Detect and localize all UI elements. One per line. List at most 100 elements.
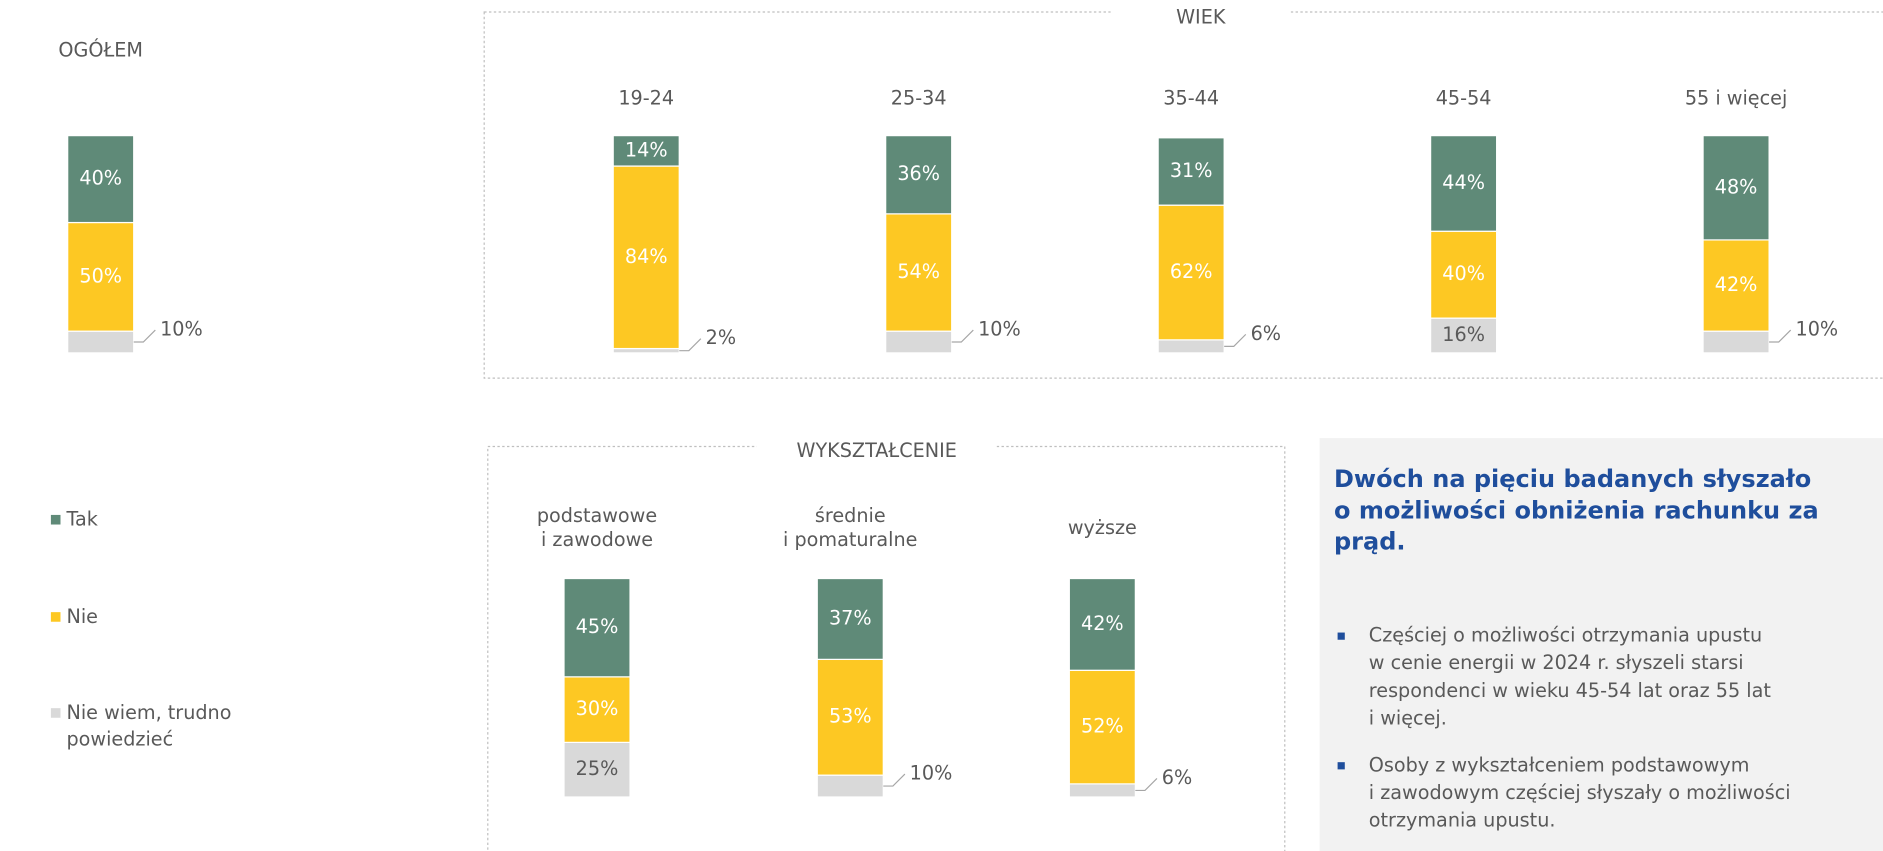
heading-line: Dwóch na pięciu badanych słyszało	[1334, 465, 1811, 493]
bullet-line: respondenci w wieku 45-54 lat oraz 55 la…	[1369, 679, 1772, 702]
bar-segment	[1068, 577, 1136, 671]
text-line: 25-34	[891, 86, 947, 109]
data-label: 2%	[706, 326, 736, 349]
bar-segment	[563, 577, 631, 678]
legend-swatch	[50, 514, 61, 525]
bar-segment	[1430, 230, 1498, 319]
chart-title: WYKSZTAŁCENIE	[796, 439, 956, 462]
text-line: powiedzieć	[66, 727, 173, 750]
data-label: 36%	[897, 162, 940, 185]
data-label: 40%	[79, 167, 122, 190]
category-label: 19-24	[618, 86, 674, 109]
bullet-line: Osoby z wykształceniem podstawowym	[1369, 753, 1750, 776]
chart-title: WIEK	[1176, 6, 1226, 29]
bar-segment	[816, 577, 884, 660]
text-line: 19-24	[618, 86, 674, 109]
legend-label: Tak	[65, 507, 98, 530]
text-line: i zawodowe	[541, 528, 653, 551]
data-label: 42%	[1715, 273, 1758, 296]
leader-line	[133, 329, 156, 343]
bar-segment	[1157, 137, 1225, 206]
heading-line: o możliwości obniżenia rachunku za	[1334, 496, 1819, 524]
category-label: 55 i więcej	[1685, 86, 1787, 109]
title-background	[756, 439, 997, 464]
category-label: OGÓŁEM	[58, 37, 143, 61]
text-line: i pomaturalne	[783, 528, 917, 551]
bar-segment	[885, 135, 953, 215]
data-label: 10%	[1796, 318, 1839, 341]
text-box	[1319, 438, 1883, 851]
category-label: podstawowe i zawodowe	[537, 504, 657, 551]
data-label: 52%	[1081, 715, 1124, 738]
legend-swatch	[50, 708, 61, 718]
text-line: podstawowe	[537, 504, 657, 527]
data-label: 44%	[1442, 171, 1485, 194]
data-label: 25%	[576, 757, 619, 780]
data-label: 53%	[829, 705, 872, 728]
bar-segment	[1702, 330, 1770, 354]
bar-segment	[67, 135, 135, 224]
bullet	[1337, 632, 1345, 640]
data-label: 10%	[978, 318, 1021, 341]
bar-segment	[885, 330, 953, 354]
data-label: 42%	[1081, 612, 1124, 635]
leader-line	[1135, 778, 1158, 792]
data-label: 50%	[79, 264, 122, 287]
bar-segment	[1068, 669, 1136, 785]
data-label: 40%	[1442, 262, 1485, 285]
leader-line	[883, 773, 906, 787]
bar-segment	[67, 330, 135, 354]
data-label: 48%	[1715, 175, 1758, 198]
category-label: 45-54	[1436, 86, 1492, 109]
legend-swatch	[50, 612, 61, 622]
leader-line	[1769, 329, 1792, 343]
data-label: 6%	[1162, 766, 1192, 789]
bar-segment	[816, 774, 884, 798]
title-background	[1110, 6, 1291, 31]
bar-segment	[885, 213, 953, 332]
data-label: 10%	[910, 762, 953, 785]
bullet-line: i więcej.	[1369, 706, 1447, 729]
data-label: 10%	[160, 318, 203, 341]
text-line: wyższe	[1068, 516, 1137, 539]
text-line: Tak	[65, 507, 98, 530]
data-label: 31%	[1170, 159, 1213, 182]
bar-segment	[563, 676, 631, 743]
bar-segment	[1702, 239, 1770, 332]
bar-segment	[67, 221, 135, 332]
text-line: OGÓŁEM	[58, 37, 143, 61]
legend-label: Nie wiem, trudno powiedzieć	[66, 700, 231, 749]
leader-line	[1224, 333, 1247, 347]
bar-segment	[612, 347, 680, 354]
bar-segment	[1157, 204, 1225, 341]
bar-segment	[1068, 783, 1136, 798]
bar-segment	[563, 741, 631, 798]
legend-label: Nie	[66, 604, 97, 627]
bullet-line: w cenie energii w 2024 r. słyszeli stars…	[1369, 651, 1744, 674]
leader-line	[951, 329, 974, 343]
bullet-line: i zawodowym częściej słyszały o możliwoś…	[1369, 781, 1791, 804]
text-line: Nie	[66, 604, 97, 627]
heading-line: prąd.	[1334, 528, 1406, 556]
data-label: 30%	[576, 697, 619, 720]
bullet-line: Częściej o możliwości otrzymania upustu	[1369, 624, 1762, 647]
bullet-line: otrzymania upustu.	[1369, 808, 1556, 831]
bar-segment	[1157, 339, 1225, 354]
bar-segment	[612, 135, 680, 167]
category-label: wyższe	[1068, 516, 1137, 539]
bar-segment	[612, 165, 680, 350]
text-line: średnie	[815, 504, 886, 527]
bullet	[1337, 762, 1345, 770]
data-label: 62%	[1170, 260, 1213, 283]
text-line: 35-44	[1163, 86, 1219, 109]
data-label: 14%	[625, 138, 668, 161]
text-line: Nie wiem, trudno	[66, 700, 231, 723]
leader-line	[679, 338, 702, 352]
data-label: 6%	[1251, 322, 1281, 345]
data-label: 54%	[897, 260, 940, 283]
category-label: 35-44	[1163, 86, 1219, 109]
data-label: 16%	[1442, 323, 1485, 346]
category-label: 25-34	[891, 86, 947, 109]
